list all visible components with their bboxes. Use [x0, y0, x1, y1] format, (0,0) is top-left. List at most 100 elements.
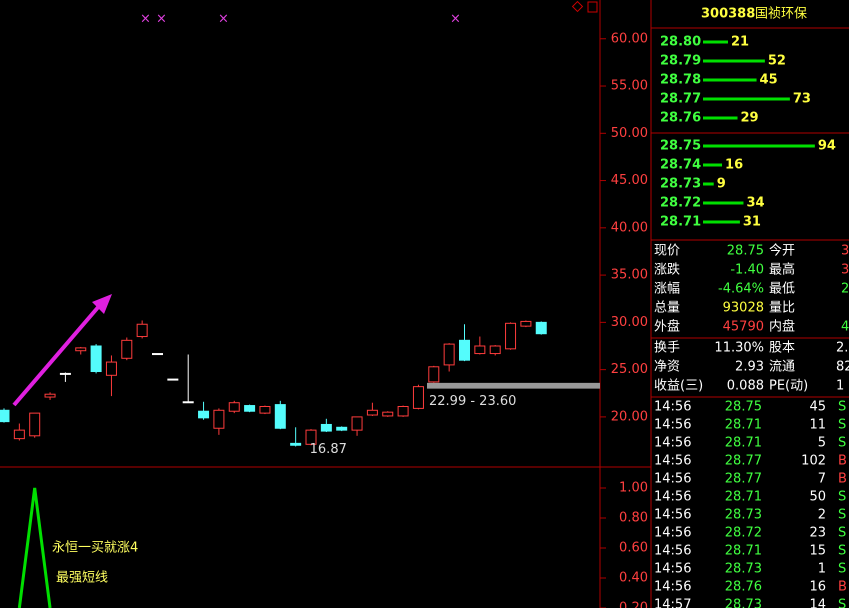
candle-body	[90, 345, 102, 373]
candle-body	[274, 404, 286, 429]
trade-price: 28.72	[725, 526, 762, 541]
book-bar	[703, 144, 815, 148]
trade-volume: 16	[809, 580, 826, 595]
book-bar	[703, 40, 728, 44]
stat-label: 收益(三)	[654, 379, 703, 394]
candle-body	[29, 412, 41, 437]
trade-time: 14:56	[654, 562, 691, 577]
book-price: 28.80	[660, 35, 701, 50]
stat-value: 2.	[836, 341, 848, 356]
trade-time: 14:56	[654, 508, 691, 523]
stat-label: 外盘	[654, 319, 680, 335]
candle-body	[505, 322, 517, 350]
stat-label: 最高	[769, 262, 795, 278]
trade-price: 28.71	[725, 418, 762, 433]
candle-body	[397, 405, 409, 417]
range-band	[427, 382, 600, 389]
stat-value: -4.64%	[718, 282, 764, 297]
trade-side: B	[838, 472, 847, 487]
trade-side: S	[838, 508, 846, 523]
trade-time: 14:56	[654, 580, 691, 595]
book-price: 28.77	[660, 92, 701, 107]
trade-price: 28.73	[725, 508, 762, 523]
candle-body	[459, 339, 470, 361]
book-volume: 94	[818, 139, 836, 154]
candle-body	[428, 366, 440, 383]
book-volume: 21	[731, 35, 749, 50]
y-tick-label: 55.00	[611, 79, 648, 94]
book-volume: 9	[717, 177, 726, 192]
trade-side: S	[838, 436, 846, 451]
candle-body	[305, 429, 317, 445]
trade-volume: 11	[809, 418, 826, 433]
marker: ×	[140, 12, 151, 27]
stat-value: -1.40	[730, 263, 764, 278]
trade-volume: 2	[818, 508, 826, 523]
stat-label: 总量	[654, 301, 680, 316]
book-price: 28.79	[660, 54, 701, 69]
range-label: 22.99 - 23.60	[429, 394, 516, 409]
y-tick-label: 20.00	[611, 409, 648, 424]
stat-value: 93028	[723, 301, 764, 316]
trade-volume: 102	[801, 454, 826, 469]
trade-side: S	[838, 418, 846, 433]
book-bar	[703, 163, 723, 167]
stat-label: 涨幅	[654, 282, 680, 297]
book-volume: 29	[741, 111, 759, 126]
trade-price: 28.75	[725, 400, 762, 415]
candle-body	[412, 386, 424, 409]
trade-volume: 50	[809, 490, 826, 505]
stat-label: 量比	[769, 301, 795, 316]
candle-body	[105, 361, 117, 376]
book-volume: 31	[743, 215, 761, 230]
book-bar	[703, 97, 790, 101]
candle-body	[474, 345, 486, 355]
candle-body	[198, 410, 210, 419]
candle-body	[167, 378, 179, 381]
book-price: 28.72	[660, 196, 701, 211]
stat-label: 今开	[769, 243, 795, 259]
candle-body	[13, 429, 25, 440]
stat-label: 现价	[654, 244, 680, 259]
trade-time: 14:56	[654, 454, 691, 469]
trade-volume: 14	[809, 598, 826, 608]
y-tick-label: 40.00	[611, 220, 648, 235]
stat-label: 内盘	[769, 319, 795, 335]
book-volume: 45	[760, 73, 778, 88]
stat-value: 1	[836, 379, 844, 394]
trade-time: 14:56	[654, 544, 691, 559]
stat-label: 涨跌	[654, 262, 680, 278]
candle-body	[136, 323, 148, 338]
y-tick-label: 45.00	[611, 173, 648, 188]
trade-price: 28.77	[725, 472, 762, 487]
y-tick-label: 25.00	[611, 362, 648, 377]
trade-side: S	[838, 526, 846, 541]
candle-body	[75, 347, 87, 352]
low-label: 16.87	[310, 442, 347, 457]
trade-side: S	[838, 598, 846, 608]
candle-body	[228, 402, 240, 412]
book-price: 28.75	[660, 139, 701, 154]
book-price: 28.74	[660, 158, 701, 173]
stat-value: 2.93	[735, 360, 764, 375]
trade-price: 28.71	[725, 490, 762, 505]
book-price: 28.76	[660, 111, 701, 126]
candle-body	[182, 401, 194, 404]
candle-body	[366, 409, 378, 416]
candle-body	[320, 423, 332, 432]
icon[interactable]	[587, 1, 598, 13]
candle-body	[121, 339, 133, 359]
stock-code: 300388	[701, 7, 755, 22]
stat-label: 流通	[769, 360, 795, 375]
candle-body	[351, 416, 363, 431]
book-volume: 73	[793, 92, 811, 107]
icon[interactable]	[571, 0, 584, 13]
stat-value: 2	[841, 282, 849, 297]
indicator-line	[17, 487, 52, 608]
candle-body	[336, 426, 348, 431]
markers: × × × ×	[140, 12, 461, 27]
book-price: 28.71	[660, 215, 701, 230]
stat-label: 换手	[654, 341, 680, 356]
stat-label: PE(动)	[769, 379, 808, 394]
